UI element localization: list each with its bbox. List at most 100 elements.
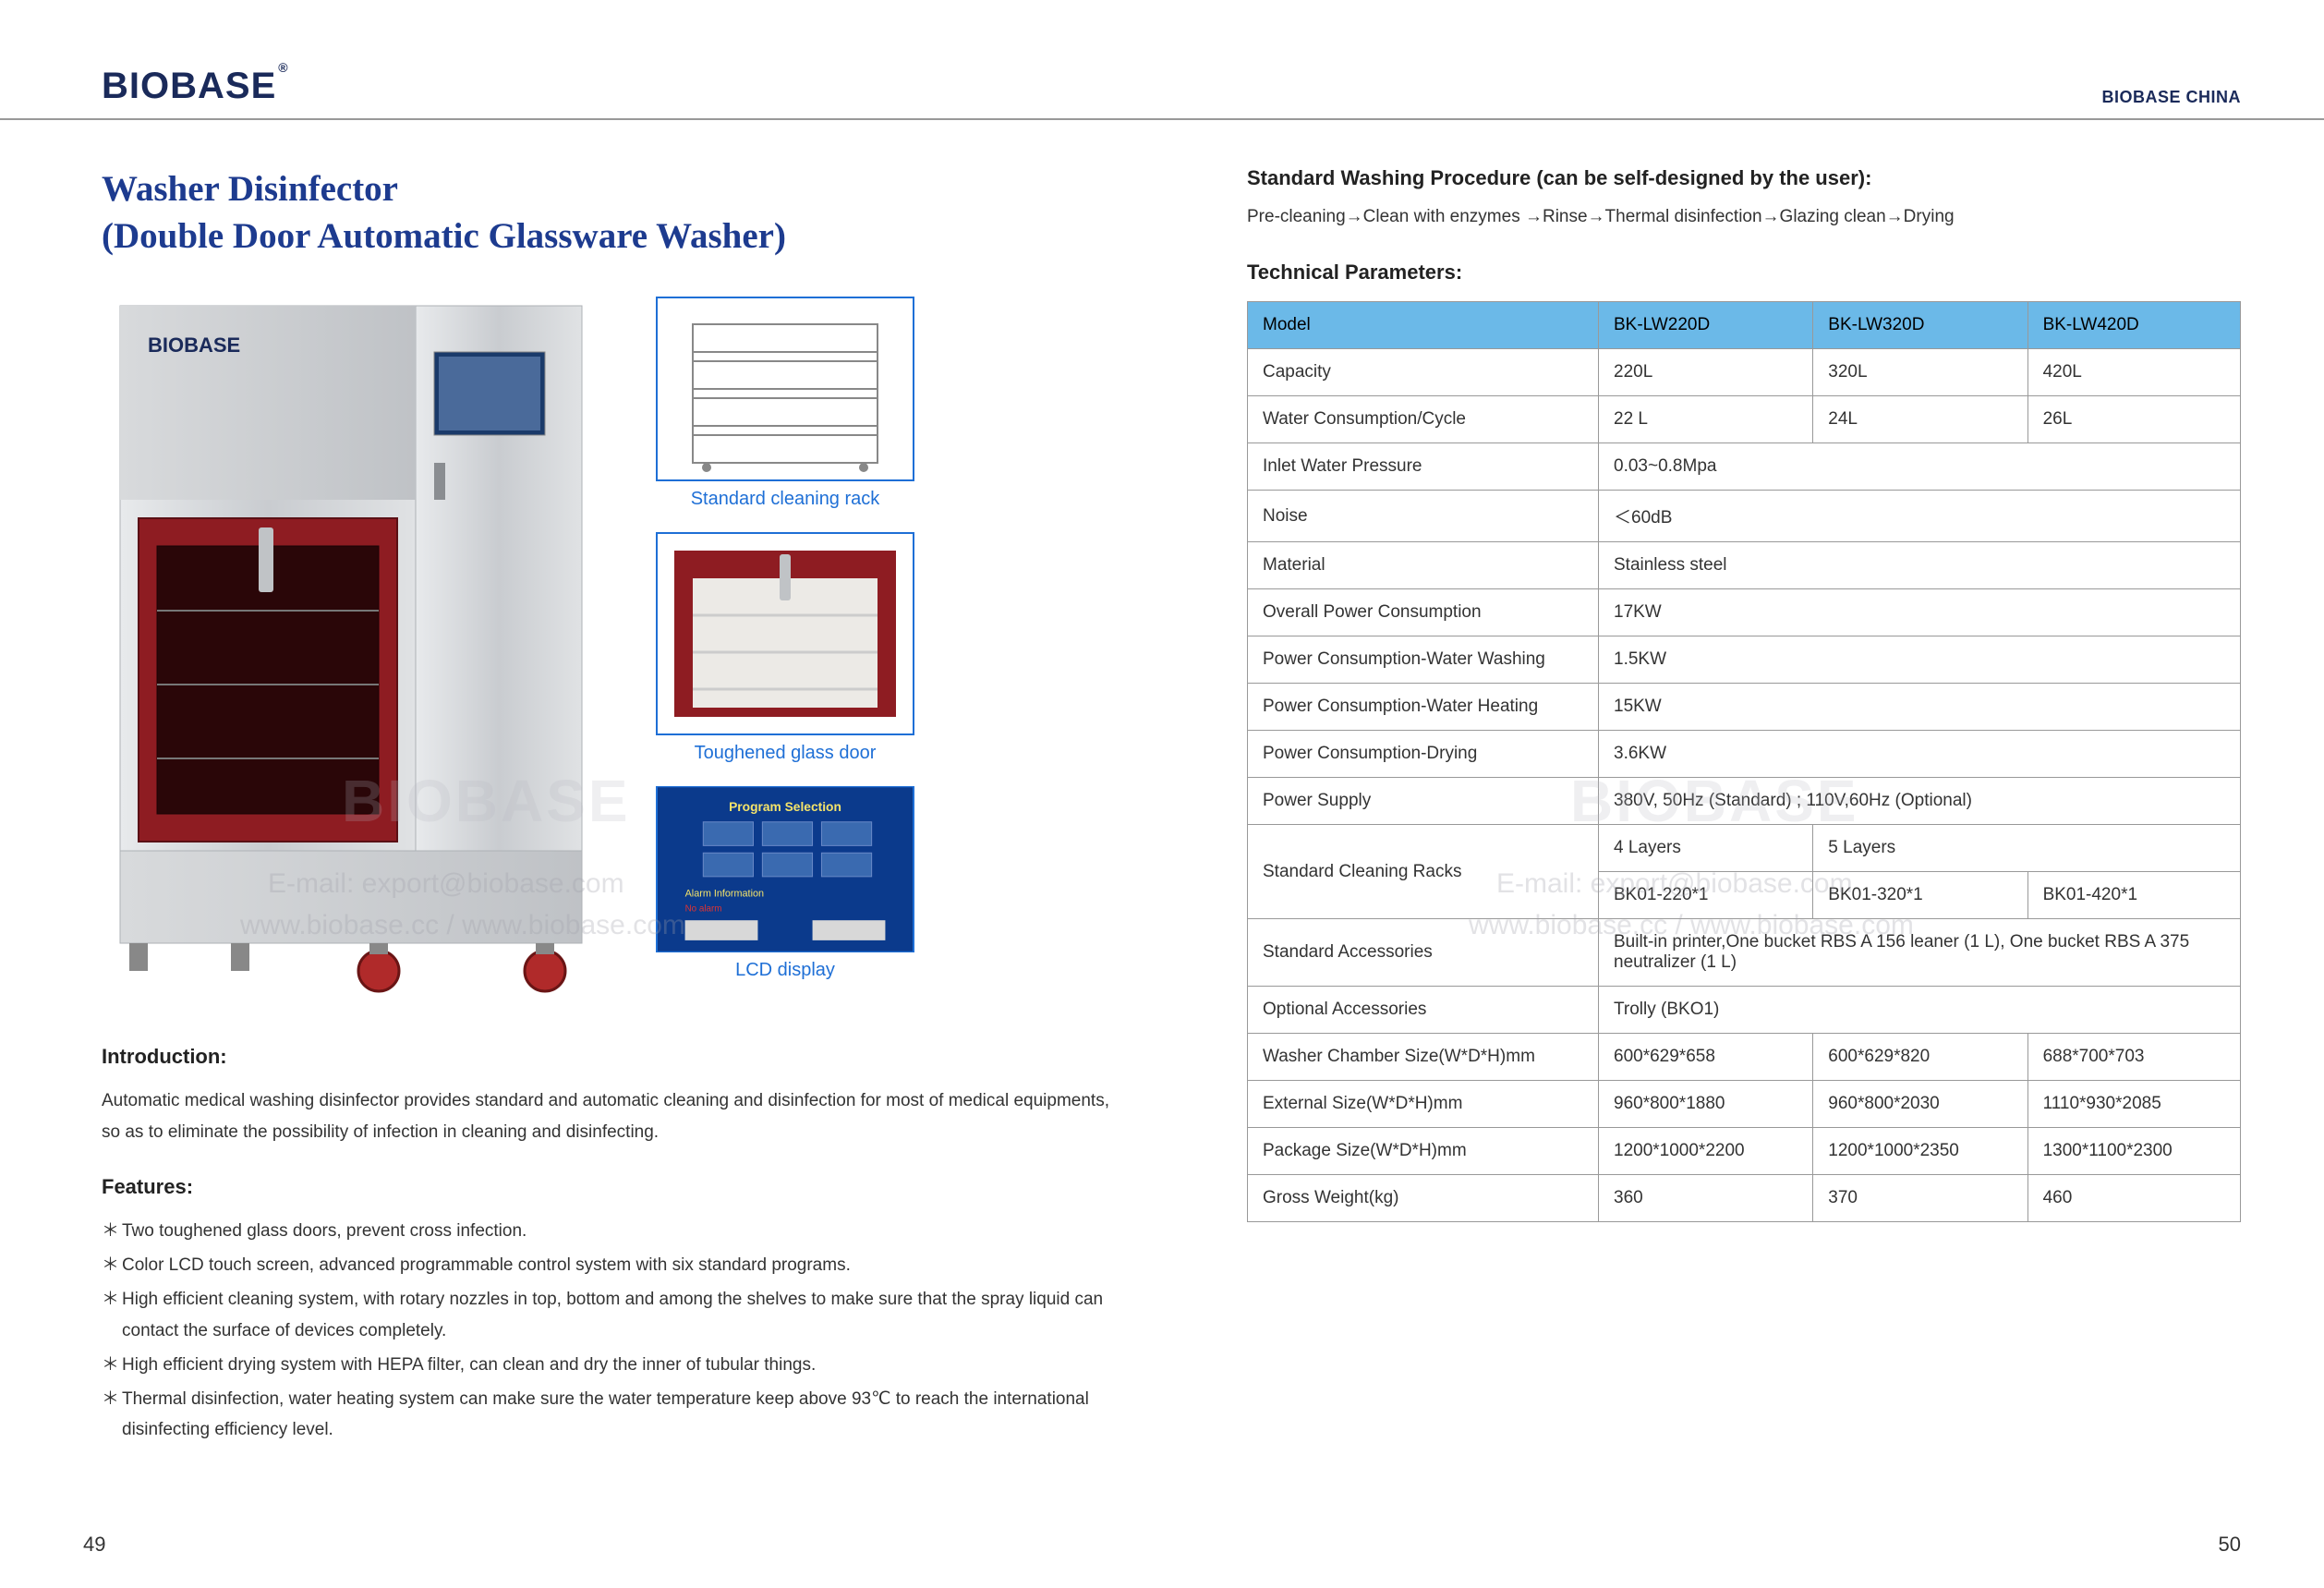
param-value: 320L [1813, 349, 2027, 396]
param-value: 5 Layers [1813, 825, 2241, 872]
lcd-title-text: Program Selection [729, 800, 841, 814]
table-row: Washer Chamber Size(W*D*H)mm600*629*6586… [1248, 1034, 2241, 1081]
param-label: Capacity [1248, 349, 1599, 396]
param-value: 960*800*1880 [1599, 1081, 1813, 1128]
brand-right: BIOBASE CHINA [2101, 88, 2241, 107]
param-value: 420L [2027, 349, 2240, 396]
thumb-lcd-caption: LCD display [656, 960, 914, 981]
param-label: Standard Accessories [1248, 919, 1599, 987]
page-number-left: 49 [83, 1533, 105, 1557]
table-row: Standard AccessoriesBuilt-in printer,One… [1248, 919, 2241, 987]
table-row: Package Size(W*D*H)mm1200*1000*22001200*… [1248, 1128, 2241, 1175]
param-value: BK01-320*1 [1813, 872, 2027, 919]
table-row: Overall Power Consumption17KW [1248, 589, 2241, 636]
table-row: MaterialStainless steel [1248, 542, 2241, 589]
param-value: 17KW [1599, 589, 2241, 636]
param-label: Package Size(W*D*H)mm [1248, 1128, 1599, 1175]
param-label: Power Consumption-Water Heating [1248, 684, 1599, 731]
left-column: Washer Disinfector (Double Door Automati… [102, 166, 1127, 1449]
table-row: Power Consumption-Water Washing1.5KW [1248, 636, 2241, 684]
params-body: Capacity220L320L420LWater Consumption/Cy… [1248, 349, 2241, 1222]
param-value: Stainless steel [1599, 542, 2241, 589]
param-value: 1300*1100*2300 [2027, 1128, 2240, 1175]
param-value: 1200*1000*2200 [1599, 1128, 1813, 1175]
title-line-1: Washer Disinfector [102, 169, 398, 209]
param-value: 370 [1813, 1175, 2027, 1222]
page-header: BIOBASE® BIOBASE CHINA [0, 0, 2324, 120]
param-value: BK01-220*1 [1599, 872, 1813, 919]
param-value: 600*629*658 [1599, 1034, 1813, 1081]
door-icon [665, 541, 905, 726]
brand-right-bold: BIOBASE [2101, 88, 2181, 106]
thumb-rack-caption: Standard cleaning rack [656, 489, 914, 510]
param-value: 26L [2027, 396, 2240, 443]
table-row: Noise＜60dB [1248, 491, 2241, 542]
page-title: Washer Disinfector (Double Door Automati… [102, 166, 1127, 260]
param-value: 688*700*703 [2027, 1034, 2240, 1081]
param-value: BK01-420*1 [2027, 872, 2240, 919]
content: Washer Disinfector (Double Door Automati… [0, 120, 2324, 1449]
param-value: Trolly (BKO1) [1599, 987, 2241, 1034]
param-label: Noise [1248, 491, 1599, 542]
param-label: Washer Chamber Size(W*D*H)mm [1248, 1034, 1599, 1081]
param-value: 1.5KW [1599, 636, 2241, 684]
params-header-row: ModelBK-LW220DBK-LW320DBK-LW420D [1248, 302, 2241, 349]
brand-left-text: BIOBASE [102, 66, 276, 106]
param-value: 4 Layers [1599, 825, 1813, 872]
params-header-model: BK-LW420D [2027, 302, 2240, 349]
param-value: 1200*1000*2350 [1813, 1128, 2027, 1175]
lcd-alarm-text: Alarm Information [685, 889, 764, 900]
thumb-lcd: Program Selection Alarm Information No a… [656, 786, 914, 952]
table-row: Inlet Water Pressure0.03~0.8Mpa [1248, 443, 2241, 491]
title-line-2: (Double Door Automatic Glassware Washer) [102, 216, 786, 256]
param-value: 3.6KW [1599, 731, 2241, 778]
right-column: Standard Washing Procedure (can be self-… [1247, 166, 2241, 1449]
param-value: 15KW [1599, 684, 2241, 731]
params-heading: Technical Parameters: [1247, 261, 2241, 285]
param-label: Material [1248, 542, 1599, 589]
param-value: 360 [1599, 1175, 1813, 1222]
param-label: Power Consumption-Water Washing [1248, 636, 1599, 684]
table-row: Capacity220L320L420L [1248, 349, 2241, 396]
param-label: Power Consumption-Drying [1248, 731, 1599, 778]
param-label: Inlet Water Pressure [1248, 443, 1599, 491]
param-value: 600*629*820 [1813, 1034, 2027, 1081]
param-label: External Size(W*D*H)mm [1248, 1081, 1599, 1128]
thumbnails: Standard cleaning rack [656, 297, 914, 981]
table-row: Optional AccessoriesTrolly (BKO1) [1248, 987, 2241, 1034]
svg-text:BIOBASE: BIOBASE [148, 333, 240, 357]
param-value: 24L [1813, 396, 2027, 443]
lcd-noalarm-text: No alarm [685, 904, 722, 915]
table-row: Standard Cleaning Racks4 Layers5 Layers [1248, 825, 2241, 872]
thumb-door [656, 532, 914, 735]
table-row: Power Consumption-Water Heating15KW [1248, 684, 2241, 731]
product-row: BIOBASE [102, 297, 1127, 999]
registered-mark: ® [278, 60, 288, 75]
thumb-rack-wrap: Standard cleaning rack [656, 297, 914, 510]
table-row: Gross Weight(kg)360370460 [1248, 1175, 2241, 1222]
procedure-text: Pre-cleaning→Clean with enzymes →Rinse→T… [1247, 207, 2241, 227]
table-row: Power Supply380V, 50Hz (Standard) ; 110V… [1248, 778, 2241, 825]
page: BIOBASE® BIOBASE CHINA Washer Disinfecto… [0, 0, 2324, 1588]
param-value: Built-in printer,One bucket RBS A 156 le… [1599, 919, 2241, 987]
param-label: Water Consumption/Cycle [1248, 396, 1599, 443]
param-value: 22 L [1599, 396, 1813, 443]
features-list: Two toughened glass doors, prevent cross… [102, 1216, 1127, 1446]
thumb-door-caption: Toughened glass door [656, 743, 914, 764]
param-value: 1110*930*2085 [2027, 1081, 2240, 1128]
page-number-right: 50 [2219, 1533, 2241, 1557]
table-row: Water Consumption/Cycle22 L24L26L [1248, 396, 2241, 443]
washer-illustration: BIOBASE [102, 297, 600, 999]
param-label: Overall Power Consumption [1248, 589, 1599, 636]
param-value: 0.03~0.8Mpa [1599, 443, 2241, 491]
thumb-door-wrap: Toughened glass door [656, 532, 914, 764]
table-row: Power Consumption-Drying3.6KW [1248, 731, 2241, 778]
features-heading: Features: [102, 1175, 1127, 1199]
feature-item: High efficient cleaning system, with rot… [102, 1284, 1127, 1346]
params-table: ModelBK-LW220DBK-LW320DBK-LW420D Capacit… [1247, 301, 2241, 1222]
feature-item: High efficient drying system with HEPA f… [102, 1350, 1127, 1380]
procedure-heading: Standard Washing Procedure (can be self-… [1247, 166, 2241, 190]
params-header-label: Model [1248, 302, 1599, 349]
thumb-lcd-wrap: Program Selection Alarm Information No a… [656, 786, 914, 981]
param-value: 220L [1599, 349, 1813, 396]
